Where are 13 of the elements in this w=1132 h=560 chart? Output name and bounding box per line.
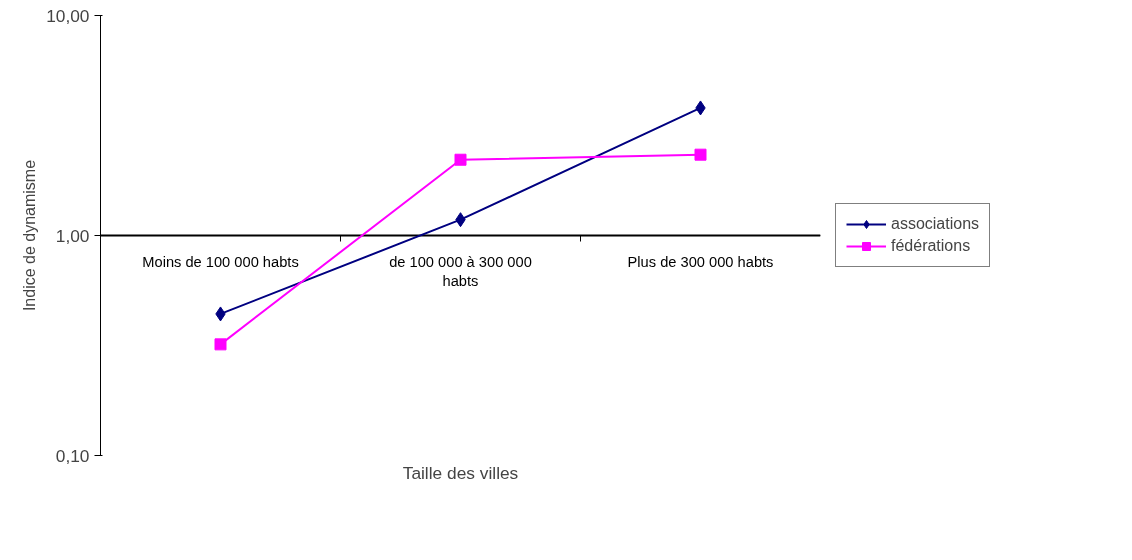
y-tick-label: 0,10 [55, 445, 90, 466]
y-tick-label: 10,00 [46, 5, 90, 26]
legend-label: fédérations [891, 237, 971, 255]
x-axis-title: Taille des villes [402, 462, 519, 483]
x-tick-label: de 100 000 à 300 000 habts [389, 253, 532, 289]
point [694, 148, 707, 161]
x-tick-label: Plus de 300 000 habts [627, 253, 774, 270]
y-axis-title: Indice de dynamisme [21, 159, 39, 312]
x-tick-label: Moins de 100 000 habts [142, 253, 299, 270]
y-tick-label: 1,00 [55, 225, 90, 246]
legend-label: associations [891, 215, 980, 233]
point [454, 153, 467, 166]
point [214, 338, 227, 351]
